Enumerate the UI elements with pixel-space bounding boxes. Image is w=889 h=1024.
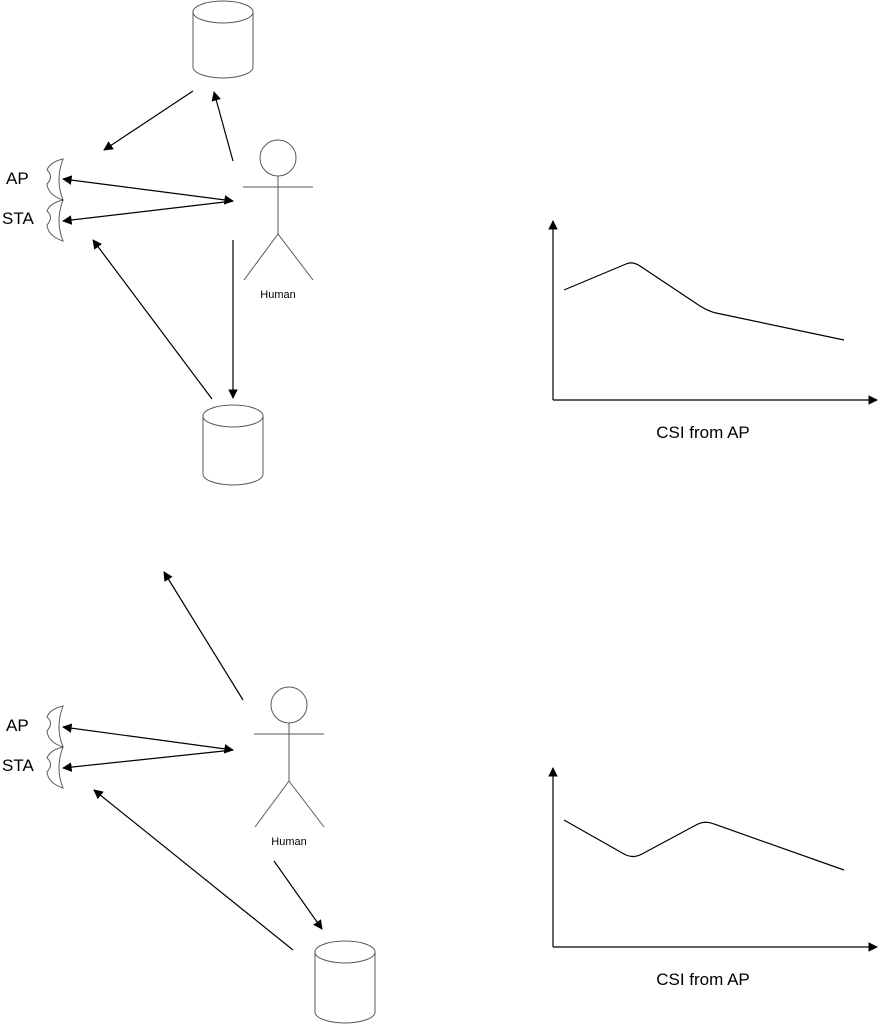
human-figure <box>243 139 314 281</box>
bottom-scenario-cylinder <box>314 940 376 1024</box>
arrow-ap-human <box>62 175 234 205</box>
arrow-lower-cylinder-to-antenna <box>92 239 213 400</box>
arrow-cylinder-to-antenna <box>103 90 194 151</box>
csi-curve <box>563 262 845 341</box>
arrow-human-to-upper-left <box>163 571 244 701</box>
top-csi-chart: CSI from AP <box>548 220 878 442</box>
human-label: Human <box>271 836 306 848</box>
ap-label: AP <box>6 716 29 735</box>
bottom-scenario: AP STA Human CSI from AP <box>2 571 878 1024</box>
sta-label: STA <box>2 756 34 775</box>
ap-antenna <box>46 158 64 201</box>
chart-caption: CSI from AP <box>656 423 750 442</box>
arrow-sta-human <box>62 200 234 225</box>
sta-label: STA <box>2 209 34 228</box>
sta-antenna <box>46 746 64 789</box>
ap-antenna <box>46 705 64 748</box>
arrow-human-to-cylinder <box>211 91 234 162</box>
human-figure <box>254 686 325 828</box>
top-scenario: AP STA Human CSI from AP <box>2 0 878 486</box>
ap-label: AP <box>6 169 29 188</box>
arrow-cylinder-to-antenna <box>93 789 294 951</box>
sta-antenna <box>46 199 64 242</box>
bottom-csi-chart: CSI from AP <box>548 767 878 989</box>
bottom-reflector-cylinder <box>202 404 264 486</box>
top-reflector-cylinder <box>192 0 254 79</box>
arrow-sta-human <box>62 749 234 772</box>
arrow-ap-human <box>62 723 234 754</box>
human-label: Human <box>260 289 295 301</box>
chart-caption: CSI from AP <box>656 970 750 989</box>
arrow-human-to-cylinder <box>273 860 323 930</box>
csi-curve <box>563 819 845 871</box>
